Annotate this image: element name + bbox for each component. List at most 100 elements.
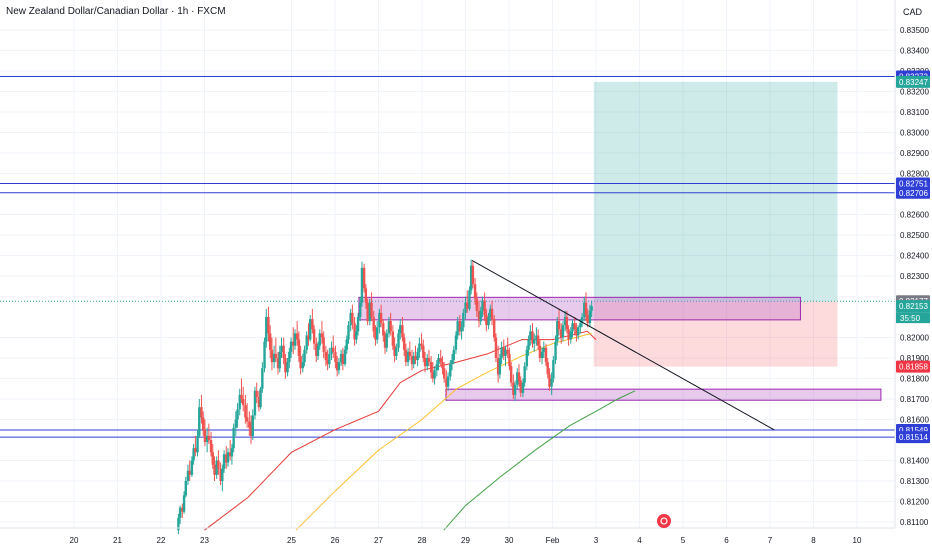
candle-body [328, 353, 331, 365]
candle [312, 325, 316, 350]
y-tick-label: 0.83000 [900, 129, 929, 138]
candle [548, 368, 551, 391]
candle-body [253, 390, 257, 416]
candle-body [416, 351, 419, 361]
candle-body [240, 394, 243, 399]
candle-body [504, 349, 507, 356]
candle-body [402, 337, 406, 350]
candle-body [299, 355, 302, 369]
y-tick-label: 0.82600 [900, 211, 929, 220]
candle [295, 321, 299, 346]
candle-body [516, 372, 519, 385]
candle [225, 446, 228, 469]
candle [402, 333, 406, 356]
y-tick-label: 0.82800 [900, 170, 929, 179]
candle [560, 323, 563, 344]
candle-body [487, 317, 490, 326]
candle-body [550, 378, 553, 387]
candle-body [387, 321, 391, 334]
candle [268, 325, 272, 358]
moving-average-red [204, 330, 597, 531]
candle-body [244, 405, 247, 418]
candle-body [420, 343, 423, 346]
candle-body [228, 452, 232, 457]
candle-body [536, 335, 540, 346]
candle [525, 345, 529, 371]
candle-body [192, 448, 195, 461]
zone-rectangle[interactable] [358, 296, 801, 321]
candle-body [309, 319, 312, 340]
candle [552, 355, 555, 383]
y-tick-label: 0.82400 [900, 252, 929, 261]
candle-body [442, 368, 446, 379]
candle-body [435, 364, 438, 371]
event-flag-icon[interactable] [657, 514, 671, 528]
level-price-tag-bg [896, 177, 930, 190]
candle [240, 378, 243, 404]
candle [399, 319, 402, 340]
candle-body [538, 345, 542, 358]
candle [479, 306, 482, 326]
time-axis[interactable]: 1820212223252627282930Feb34567810 [0, 536, 862, 545]
stop-loss-area[interactable] [593, 301, 838, 367]
candle [406, 347, 410, 367]
price-tag-bg [896, 300, 930, 313]
candle-body [261, 368, 264, 389]
zone-rectangle[interactable] [445, 388, 882, 401]
candle-body [422, 345, 425, 358]
candle-body [563, 317, 567, 326]
horizontal-levels[interactable] [0, 76, 895, 438]
candle-body [556, 321, 559, 342]
candle-body [427, 358, 431, 363]
candle-body [178, 507, 182, 518]
candle-body [382, 323, 385, 336]
candle [205, 427, 209, 453]
candle [379, 304, 383, 328]
candle [561, 321, 565, 342]
candle-body [445, 378, 448, 387]
candle-body [462, 312, 465, 328]
candle-body [498, 358, 502, 375]
candle [590, 300, 593, 317]
candle [324, 345, 328, 367]
candle-body [389, 321, 392, 332]
moving-averages [204, 330, 636, 531]
candle [498, 353, 502, 379]
candle-body [433, 370, 436, 379]
candle-body [477, 310, 481, 322]
candle-body [265, 317, 268, 342]
candle [554, 335, 557, 365]
candle [316, 341, 320, 361]
candle-body [343, 349, 347, 365]
take-profit-area[interactable] [593, 81, 838, 302]
candle-body [560, 329, 563, 338]
trendline-line[interactable] [471, 259, 775, 431]
candle [420, 333, 423, 350]
candle [509, 362, 513, 387]
level-price-tag-bg [896, 431, 930, 444]
candle [221, 464, 224, 492]
candle-body [263, 341, 266, 369]
events-icon[interactable] [657, 514, 671, 528]
candle-body [198, 407, 201, 436]
long-position-tool[interactable] [0, 81, 895, 367]
candle [286, 358, 289, 377]
trendline[interactable] [471, 259, 775, 431]
candle [494, 333, 498, 363]
candle [337, 358, 341, 375]
candle-body [552, 360, 555, 379]
candle [395, 343, 398, 361]
candle [228, 440, 232, 461]
candle-body [337, 362, 341, 371]
y-tick-label: 0.83200 [900, 88, 929, 97]
candle [575, 323, 578, 342]
candle-body [278, 351, 281, 369]
candle-body [399, 325, 402, 334]
candle [182, 491, 186, 514]
candle-body [546, 362, 549, 375]
candle [203, 419, 207, 447]
currency-label[interactable]: CAD [903, 7, 923, 17]
candle [209, 431, 213, 457]
